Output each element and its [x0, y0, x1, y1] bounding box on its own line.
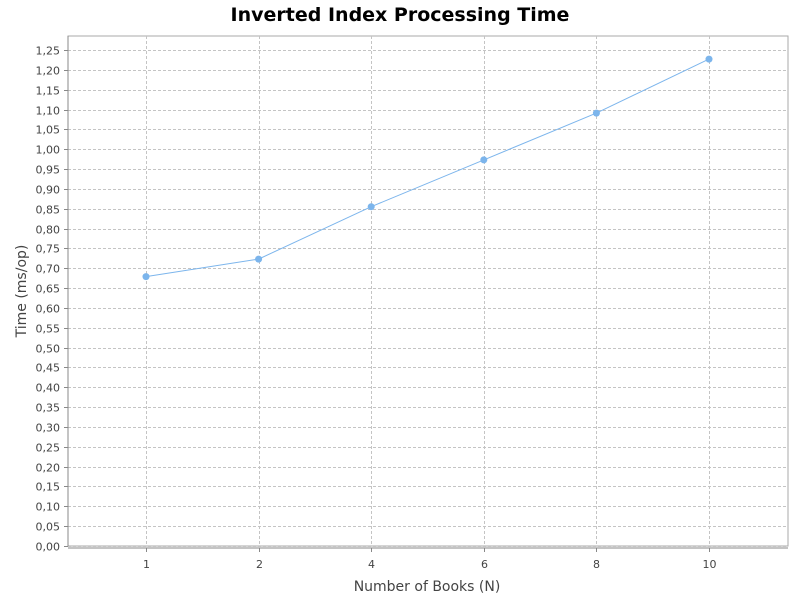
- y-tick-label: 0,40: [36, 382, 61, 395]
- y-tick-label: 0,05: [36, 521, 61, 534]
- y-tick-label: 0,00: [36, 541, 61, 554]
- y-tick-label: 0,90: [36, 184, 61, 197]
- y-tick-label: 1,25: [36, 45, 61, 58]
- y-tick-label: 0,50: [36, 343, 61, 356]
- x-tick-label: 4: [368, 558, 375, 571]
- data-point: [592, 109, 600, 117]
- y-tick-label: 1,05: [36, 124, 61, 137]
- data-point: [705, 55, 713, 63]
- y-axis-label: Time (ms/op): [14, 245, 30, 339]
- grid-lines: [68, 36, 788, 547]
- x-axis-label: Number of Books (N): [354, 579, 501, 595]
- y-tick-label: 0,95: [36, 164, 61, 177]
- x-tick-label: 1: [143, 558, 150, 571]
- y-tick-label: 0,85: [36, 204, 61, 217]
- axes: [67, 36, 788, 549]
- y-tick-label: 0,70: [36, 263, 61, 276]
- y-tick-label: 0,75: [36, 243, 61, 256]
- series-line: [145, 58, 710, 278]
- y-tick-labels: 0,00 0,05 0,10 0,15 0,20 0,25 0,30 0,35 0,40 0,45…: [36, 45, 68, 554]
- data-point: [142, 273, 150, 281]
- y-tick-label: 0,80: [36, 224, 61, 237]
- y-tick-label: 0,10: [36, 501, 61, 514]
- series-layer: [142, 55, 713, 281]
- y-tick-label: 0,60: [36, 303, 61, 316]
- x-tick-label: 8: [593, 558, 600, 571]
- y-tick-label: 1,20: [36, 65, 61, 78]
- y-tick-label: 0,35: [36, 402, 61, 415]
- y-tick-label: 0,45: [36, 362, 61, 375]
- data-point: [255, 255, 263, 263]
- x-tick-labels: 1 2 4 6 8 10: [143, 548, 717, 571]
- y-tick-label: 0,15: [36, 481, 61, 494]
- y-tick-label: 0,20: [36, 462, 61, 475]
- data-point: [480, 156, 488, 164]
- y-tick-label: 1,15: [36, 85, 61, 98]
- plot-area: [67, 35, 789, 547]
- y-tick-label: 0,65: [36, 283, 61, 296]
- x-tick-label: 10: [703, 558, 717, 571]
- chart-title: Inverted Index Processing Time: [231, 4, 570, 26]
- y-tick-label: 0,25: [36, 442, 61, 455]
- x-tick-label: 6: [481, 558, 488, 571]
- y-tick-label: 0,30: [36, 422, 61, 435]
- y-tick-label: 1,00: [36, 144, 61, 157]
- x-tick-label: 2: [256, 558, 263, 571]
- y-tick-label: 0,55: [36, 323, 61, 336]
- y-tick-label: 1,10: [36, 105, 61, 118]
- data-point: [367, 203, 375, 211]
